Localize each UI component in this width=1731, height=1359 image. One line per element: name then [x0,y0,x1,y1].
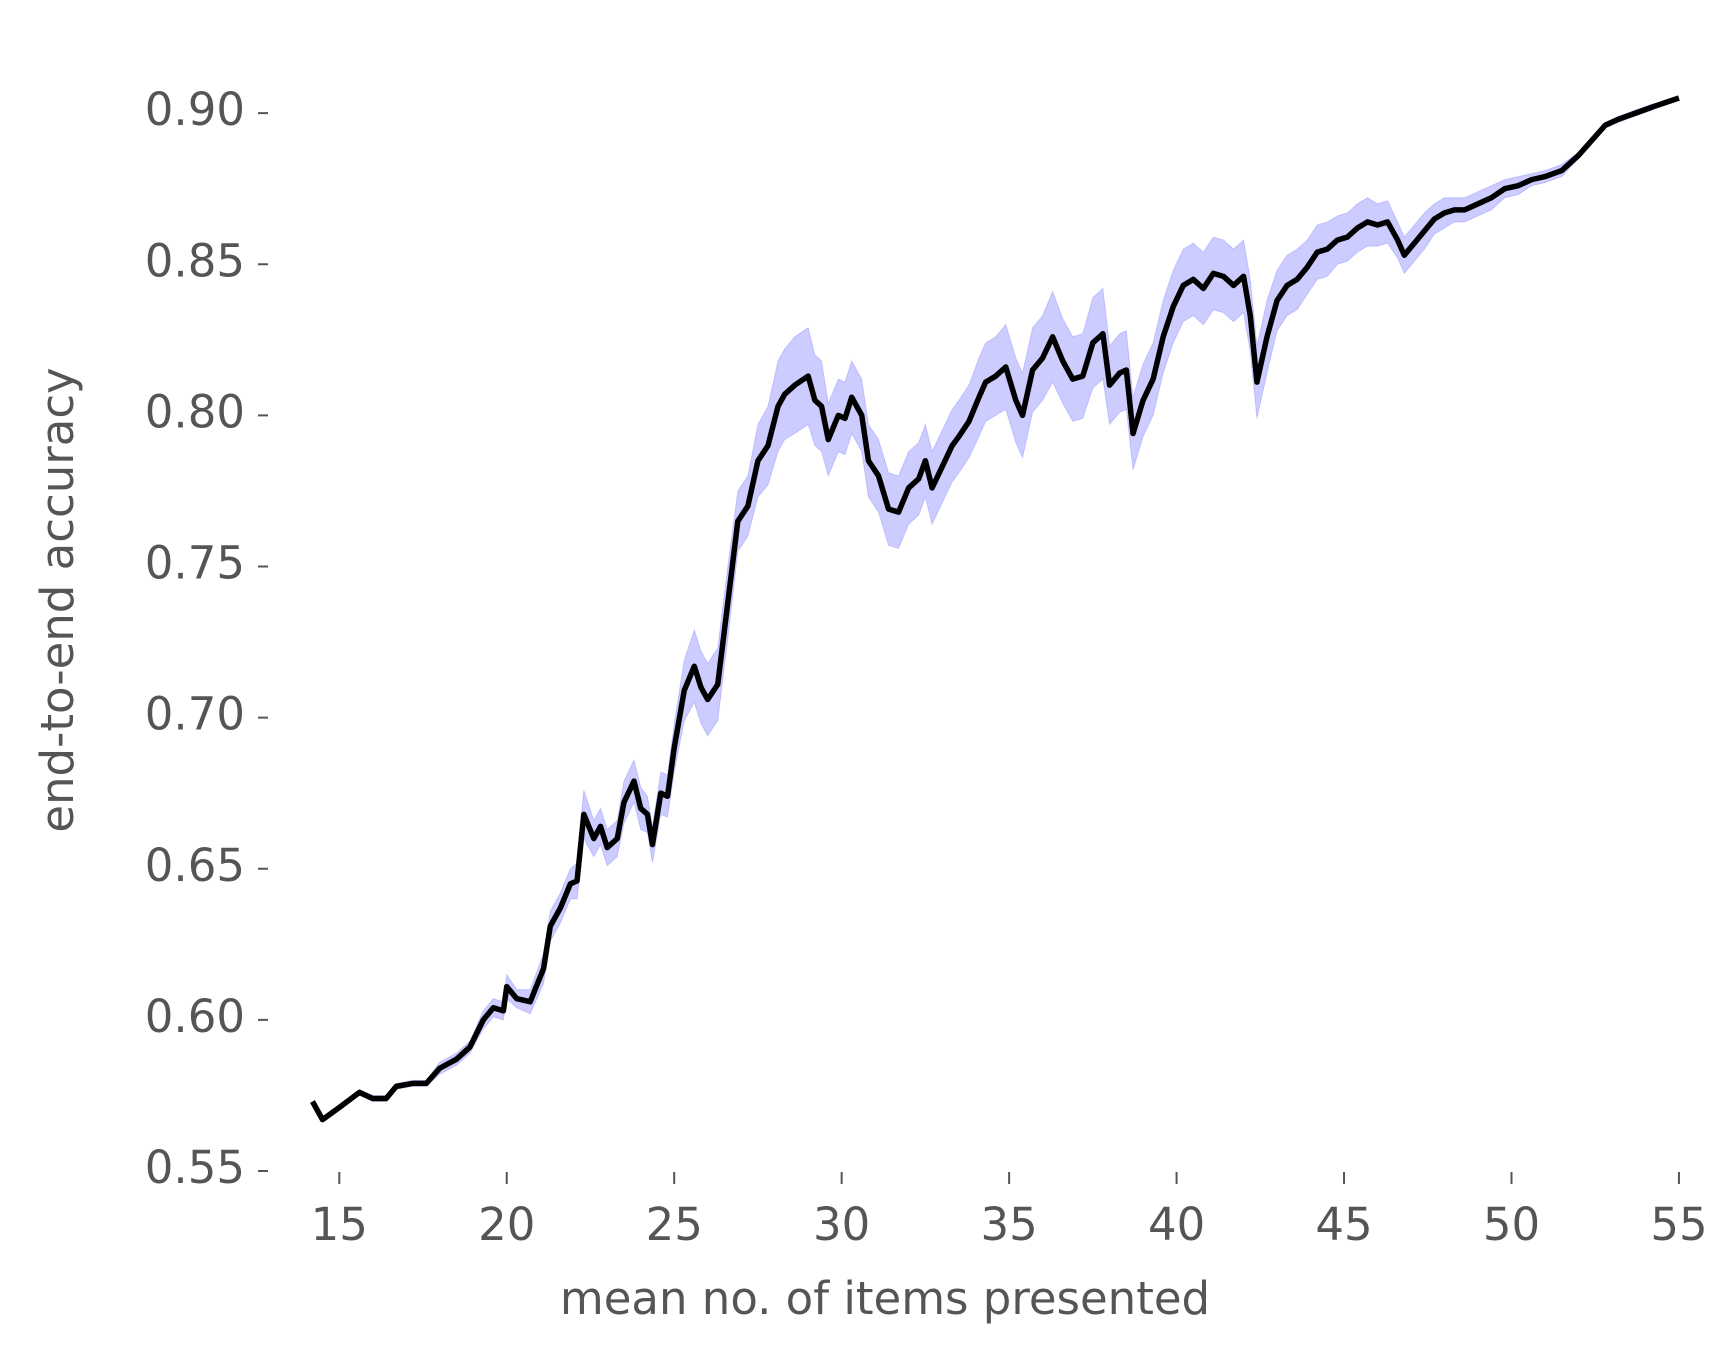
x-tick-label: 45 [1315,1198,1372,1251]
y-tick-label: 0.70 [145,688,245,741]
line [310,95,1680,1123]
x-tick-label: 50 [1483,1198,1540,1251]
x-tick-label: 25 [646,1198,703,1251]
x-tick-label: 55 [1650,1198,1707,1251]
x-tick-label: 15 [311,1198,368,1251]
x-tick-label: 30 [813,1198,870,1251]
y-tick-label: 0.90 [145,83,245,136]
x-tick-label: 40 [1148,1198,1205,1251]
y-tick-label: 0.55 [145,1141,245,1194]
x-tick-label: 20 [478,1198,535,1251]
error-band [312,97,1680,1121]
y-tick-label: 0.75 [145,537,245,590]
x-axis-label: mean no. of items presented [560,1272,1210,1325]
y-axis-label: end-to-end accuracy [31,367,84,832]
y-tick-label: 0.80 [145,385,245,438]
y-tick-label: 0.60 [145,990,245,1043]
x-tick-label: 35 [980,1198,1037,1251]
y-tick-label: 0.85 [145,234,245,287]
y-tick-label: 0.65 [145,839,245,892]
